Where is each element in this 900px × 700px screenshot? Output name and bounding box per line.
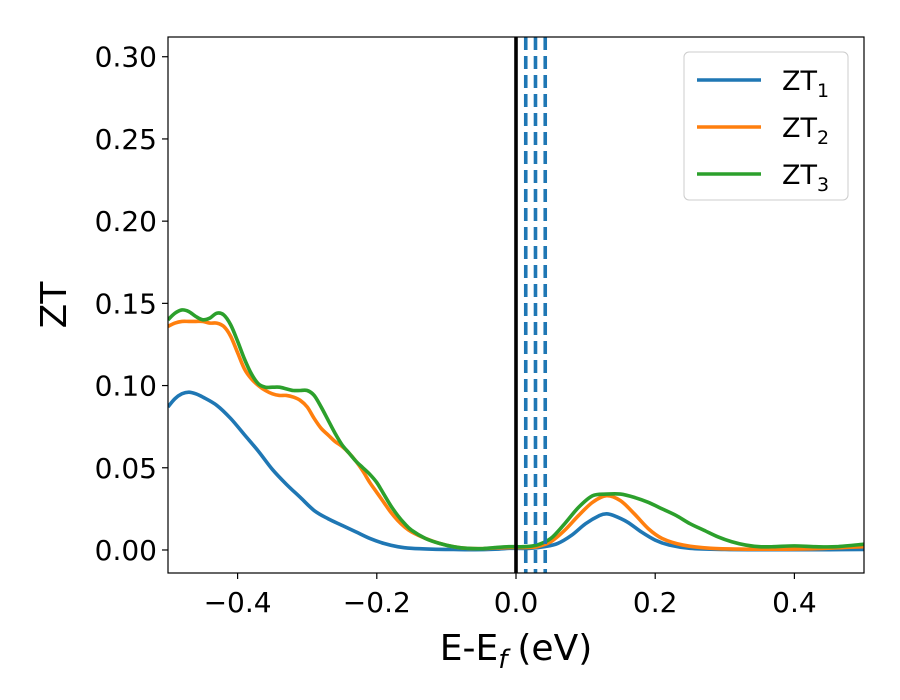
x-axis-label-unit: (eV) xyxy=(517,628,592,669)
y-tick-label: 0.20 xyxy=(95,205,157,238)
legend-label-3: ZT3 xyxy=(782,160,829,196)
x-tick-label: −0.2 xyxy=(343,586,411,619)
x-tick-label: −0.4 xyxy=(204,586,272,619)
series-line-1 xyxy=(168,390,864,552)
x-axis-label: E-Ef (eV) xyxy=(440,628,593,675)
x-tick-label: 0.0 xyxy=(494,586,539,619)
y-axis-ticks: 0.00 0.05 0.10 0.15 0.20 0.25 0.30 xyxy=(95,41,168,567)
x-axis-label-subscript: f xyxy=(498,645,511,675)
series-line-3 xyxy=(168,308,864,551)
y-axis-label: ZT xyxy=(34,281,75,329)
plot-series-layer xyxy=(168,308,864,552)
legend-label-2: ZT2 xyxy=(782,113,829,149)
reference-lines-layer xyxy=(514,37,548,573)
series-line-2 xyxy=(168,319,864,552)
legend-label-1: ZT1 xyxy=(782,66,829,102)
y-tick-label: 0.15 xyxy=(95,287,157,320)
x-axis-label-base: E-E xyxy=(440,628,498,669)
y-tick-label: 0.10 xyxy=(95,370,157,403)
y-tick-label: 0.25 xyxy=(95,123,157,156)
y-tick-label: 0.05 xyxy=(95,452,157,485)
y-tick-label: 0.30 xyxy=(95,41,157,74)
legend-box xyxy=(683,51,849,201)
x-axis-ticks: −0.4 −0.2 0.0 0.2 0.4 xyxy=(204,573,817,619)
y-tick-label: 0.00 xyxy=(95,534,157,567)
legend: ZT1 ZT2 ZT3 xyxy=(683,51,849,201)
x-tick-label: 0.4 xyxy=(772,586,817,619)
legend-items: ZT1 ZT2 ZT3 xyxy=(697,66,829,196)
x-tick-label: 0.2 xyxy=(633,586,678,619)
